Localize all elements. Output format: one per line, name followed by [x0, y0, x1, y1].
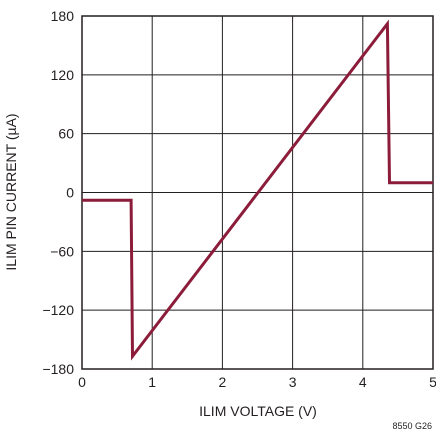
x-tick-label: 1	[148, 374, 156, 390]
x-tick-label: 4	[359, 374, 367, 390]
series-layer	[82, 19, 433, 361]
x-tick-label: 5	[429, 374, 436, 390]
y-tick-label: −180	[42, 361, 74, 377]
plot-frame	[81, 15, 434, 370]
x-tick-label: 0	[78, 374, 86, 390]
y-tick-label: 60	[58, 126, 74, 142]
y-tick-label: −60	[50, 243, 74, 259]
y-tick-label: 0	[66, 185, 74, 201]
y-axis-title: ILIM PIN CURRENT (µA)	[3, 113, 19, 270]
series-line	[82, 19, 433, 361]
y-tick-label: 180	[51, 8, 75, 24]
figure-code: 8550 G26	[392, 421, 432, 431]
x-tick-label: 3	[289, 374, 297, 390]
x-axis-title: ILIM VOLTAGE (V)	[199, 403, 317, 419]
x-tick-label: 2	[219, 374, 227, 390]
x-tick-labels: 0 1 2 3 4 5	[78, 374, 436, 390]
y-tick-labels: −180 −120 −60 0 60 120 180	[42, 8, 74, 377]
grid	[82, 16, 433, 369]
y-tick-label: 120	[51, 67, 75, 83]
y-tick-label: −120	[42, 302, 74, 318]
